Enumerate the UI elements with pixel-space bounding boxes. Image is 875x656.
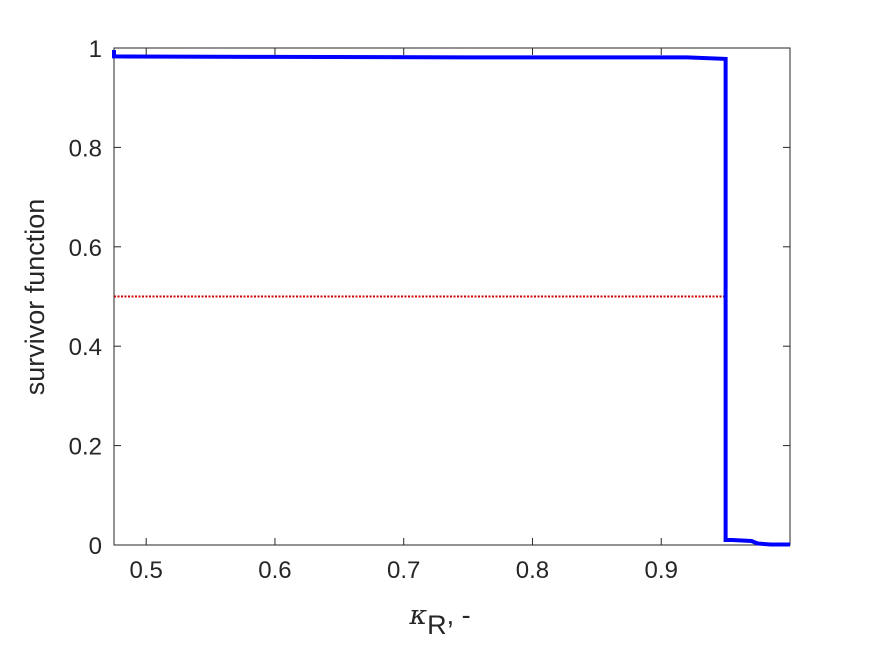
survivor-curve	[112, 50, 790, 547]
series-layer	[112, 50, 790, 547]
x-tick-label: 0.6	[258, 557, 291, 584]
y-tick-label: 0.6	[69, 235, 102, 262]
y-tick-label: 0.4	[69, 334, 102, 361]
x-axis-label-subscript: R	[427, 610, 447, 640]
x-axis-label-suffix: , -	[447, 600, 471, 630]
x-tick-label: 0.9	[645, 557, 678, 584]
y-axis-label: survivor function	[20, 199, 50, 396]
x-tick-label: 0.5	[130, 557, 163, 584]
y-tick-label: 0.2	[69, 434, 102, 461]
x-axis-label-symbol: κ	[408, 600, 427, 631]
x-axis-label: κR, -	[408, 600, 470, 640]
x-tick-label: 0.7	[387, 557, 420, 584]
y-tick-label: 0.8	[69, 135, 102, 162]
y-tick-label: 0	[89, 533, 102, 560]
x-tick-label: 0.8	[516, 557, 549, 584]
y-tick-label: 1	[89, 36, 102, 63]
ticks: 0.5 0.6 0.7 0.8 0.9 0 0.2 0.4 0.6 0.8 1	[69, 36, 790, 584]
